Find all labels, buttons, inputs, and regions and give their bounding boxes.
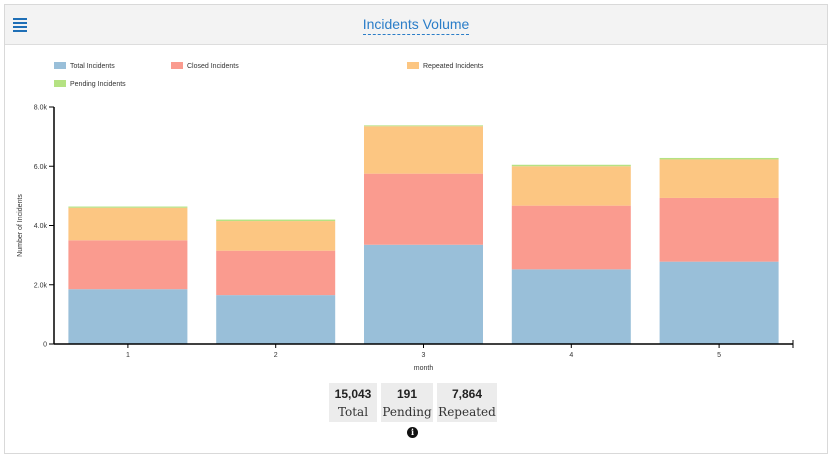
bar-pending bbox=[68, 206, 188, 208]
summary-stats: 15,043 Total 191 Pending 7,864 Repeated bbox=[0, 383, 834, 423]
stat-pending-label: Pending bbox=[382, 405, 432, 419]
bar-pending bbox=[216, 219, 336, 222]
legend-item-pending[interactable]: Pending Incidents bbox=[54, 80, 126, 90]
stat-repeated-label: Repeated bbox=[438, 405, 496, 419]
legend-item-total[interactable]: Total Incidents bbox=[54, 62, 115, 72]
stat-total-value: 15,043 bbox=[334, 387, 372, 401]
panel-header: Incidents Volume bbox=[5, 5, 827, 45]
bar-closed bbox=[68, 240, 188, 290]
menu-icon[interactable] bbox=[13, 16, 29, 32]
legend-swatch-repeated bbox=[407, 62, 419, 70]
legend-swatch-pending bbox=[54, 80, 66, 88]
y-tick-label: 2.0k bbox=[34, 282, 48, 289]
y-tick-label: 4.0k bbox=[34, 223, 48, 230]
bar-repeated bbox=[659, 159, 779, 198]
bar-pending bbox=[364, 125, 483, 127]
legend-item-closed[interactable]: Closed Incidents bbox=[171, 62, 239, 72]
stat-repeated: 7,864 Repeated bbox=[437, 383, 497, 422]
bar-closed bbox=[659, 197, 779, 262]
legend-swatch-closed bbox=[171, 62, 183, 70]
x-tick-label: 2 bbox=[274, 352, 278, 359]
bar-pending bbox=[511, 164, 631, 167]
x-tick-label: 3 bbox=[422, 352, 426, 359]
bar-total bbox=[68, 289, 188, 344]
bar-closed bbox=[364, 173, 483, 245]
bar-pending bbox=[659, 157, 779, 160]
stat-pending: 191 Pending bbox=[381, 383, 433, 422]
y-tick-label: 8.0k bbox=[34, 105, 48, 112]
bar-repeated bbox=[364, 126, 483, 174]
bar-repeated bbox=[216, 221, 336, 251]
stat-pending-value: 191 bbox=[396, 387, 418, 401]
bar-repeated bbox=[68, 207, 188, 241]
x-tick-label: 5 bbox=[717, 352, 721, 359]
x-tick-label: 4 bbox=[569, 352, 573, 359]
y-axis-label: Number of Incidents bbox=[17, 194, 24, 257]
y-tick-label: 6.0k bbox=[34, 164, 48, 171]
y-tick-label: 0 bbox=[43, 342, 47, 349]
info-icon[interactable]: i bbox=[407, 427, 418, 438]
stat-repeated-value: 7,864 bbox=[451, 387, 483, 401]
bar-total bbox=[216, 295, 336, 344]
panel-title[interactable]: Incidents Volume bbox=[5, 16, 827, 35]
stat-total-label: Total bbox=[337, 405, 369, 419]
bar-closed bbox=[216, 250, 336, 296]
legend-item-repeated[interactable]: Repeated Incidents bbox=[407, 62, 483, 72]
bar-closed bbox=[511, 205, 631, 270]
legend-swatch-total bbox=[54, 62, 66, 70]
x-tick-label: 1 bbox=[126, 352, 130, 359]
bar-total bbox=[364, 244, 483, 344]
x-axis-label: month bbox=[414, 365, 434, 372]
bar-total bbox=[511, 269, 631, 344]
stat-total: 15,043 Total bbox=[329, 383, 377, 422]
bar-repeated bbox=[511, 166, 631, 206]
bar-total bbox=[659, 261, 779, 344]
